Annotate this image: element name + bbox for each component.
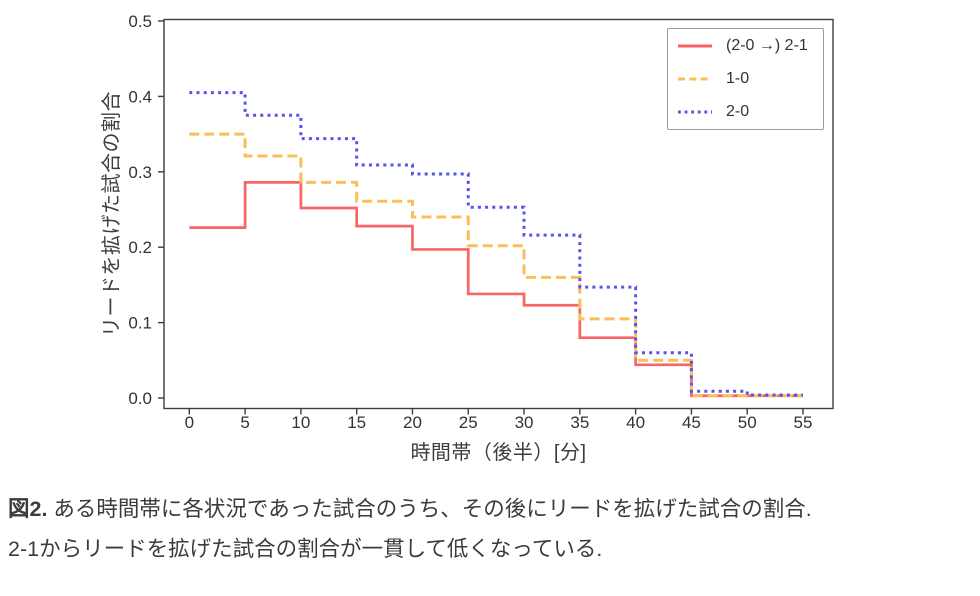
legend-label: 1-0: [726, 69, 750, 87]
caption-text-1: ある時間帯に各状況であった試合のうち、その後にリードを拡げた試合の割合.: [47, 497, 812, 521]
series-line-dotted: [189, 91, 803, 397]
y-axis-label: リードを拡げた試合の割合: [101, 91, 123, 337]
series-line-solid: [189, 181, 803, 398]
legend-entry-1-0: 1-0: [677, 62, 823, 95]
x-tick-label: 25: [459, 413, 478, 432]
x-tick-label: 0: [185, 413, 194, 432]
x-tick-label: 50: [738, 413, 757, 432]
caption-text-2: 2-1からリードを拡げた試合の割合が一貫して低くなっている.: [8, 537, 603, 561]
caption-line-1: 図2. ある時間帯に各状況であった試合のうち、その後にリードを拡げた試合の割合.: [8, 489, 970, 529]
caption-figure-number: 図2.: [8, 497, 48, 521]
figure-2-chart: 0 5 10 15 20 25 30 35 40 45 50 55 0.0 0.1 0.2 0.3 0.4 0.5…: [101, 12, 834, 464]
chart-canvas: 0 5 10 15 20 25 30 35 40 45 50 55 0.0 0.1 0.2 0.3 0.4 0.5: [128, 12, 834, 432]
chart-legend: (2-0 →) 2-1 1-0 2-0: [667, 28, 824, 130]
legend-swatch-dotted-line-icon: [678, 110, 712, 114]
legend-label: (2-0 →) 2-1: [726, 36, 808, 54]
x-axis-label: 時間帯（後半）[分]: [410, 442, 587, 464]
y-tick-label: 0.4: [128, 87, 152, 106]
y-tick-label: 0.5: [128, 12, 152, 31]
legend-entry-2-1: (2-0 →) 2-1: [677, 29, 823, 62]
y-tick-label: 0.2: [128, 238, 152, 257]
x-tick-label: 55: [794, 413, 813, 432]
x-tick-label: 10: [291, 413, 310, 432]
plot-frame: [163, 18, 834, 410]
figure-caption: 図2. ある時間帯に各状況であった試合のうち、その後にリードを拡げた試合の割合.…: [8, 489, 970, 569]
x-tick-label: 35: [570, 413, 589, 432]
legend-entry-2-0: 2-0: [677, 96, 823, 129]
y-tick-label: 0.1: [128, 314, 152, 333]
legend-label: 2-0: [726, 103, 750, 121]
x-tick-label: 30: [515, 413, 534, 432]
x-tick-label: 20: [403, 413, 422, 432]
x-tick-label: 40: [626, 413, 645, 432]
legend-swatch-dashed-line-icon: [678, 77, 712, 81]
x-tick-label: 15: [347, 413, 366, 432]
x-tick-label: 45: [682, 413, 701, 432]
x-tick-label: 5: [240, 413, 249, 432]
series-line-dashed: [189, 132, 803, 398]
y-tick-label: 0.3: [128, 163, 152, 182]
y-tick-label: 0.0: [128, 389, 152, 408]
legend-swatch-solid-line-icon: [678, 44, 712, 48]
